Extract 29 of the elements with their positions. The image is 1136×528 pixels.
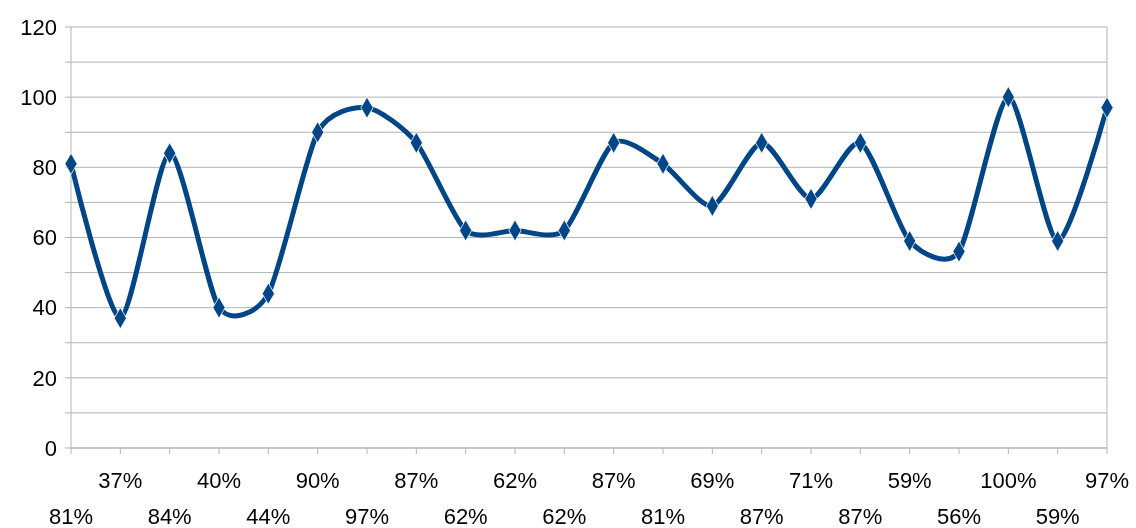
x-tick-label: 84% xyxy=(147,504,192,528)
x-tick-label: 62% xyxy=(542,504,587,528)
x-tick-label: 40% xyxy=(196,468,242,493)
x-tick-label: 59% xyxy=(887,468,932,493)
y-tick-label: 0 xyxy=(44,435,57,461)
x-tick-label: 87% xyxy=(394,468,439,493)
x-tick-label: 97% xyxy=(344,504,390,528)
y-tick-label: 120 xyxy=(20,14,57,40)
x-tick-label: 44% xyxy=(246,504,291,528)
x-tick-label: 87% xyxy=(591,468,636,493)
y-tick-label: 40 xyxy=(32,295,57,321)
x-tick-label: 100% xyxy=(980,468,1037,493)
y-tick-label: 20 xyxy=(32,365,57,391)
x-tick-label: 62% xyxy=(443,504,488,528)
y-tick-label: 60 xyxy=(32,225,57,251)
x-tick-label: 62% xyxy=(492,468,538,493)
y-tick-label: 100 xyxy=(20,84,57,110)
y-tick-label: 80 xyxy=(32,155,57,181)
x-tick-label: 56% xyxy=(936,504,982,528)
x-tick-label: 37% xyxy=(98,468,143,493)
x-tick-label: 97% xyxy=(1084,468,1130,493)
x-tick-label: 87% xyxy=(838,504,883,528)
x-tick-label: 71% xyxy=(788,468,834,493)
x-tick-label: 87% xyxy=(739,504,784,528)
x-tick-label: 90% xyxy=(295,468,340,493)
x-tick-label: 81% xyxy=(48,504,94,528)
x-tick-label: 59% xyxy=(1035,504,1080,528)
x-tick-label: 81% xyxy=(640,504,686,528)
x-tick-label: 69% xyxy=(690,468,735,493)
